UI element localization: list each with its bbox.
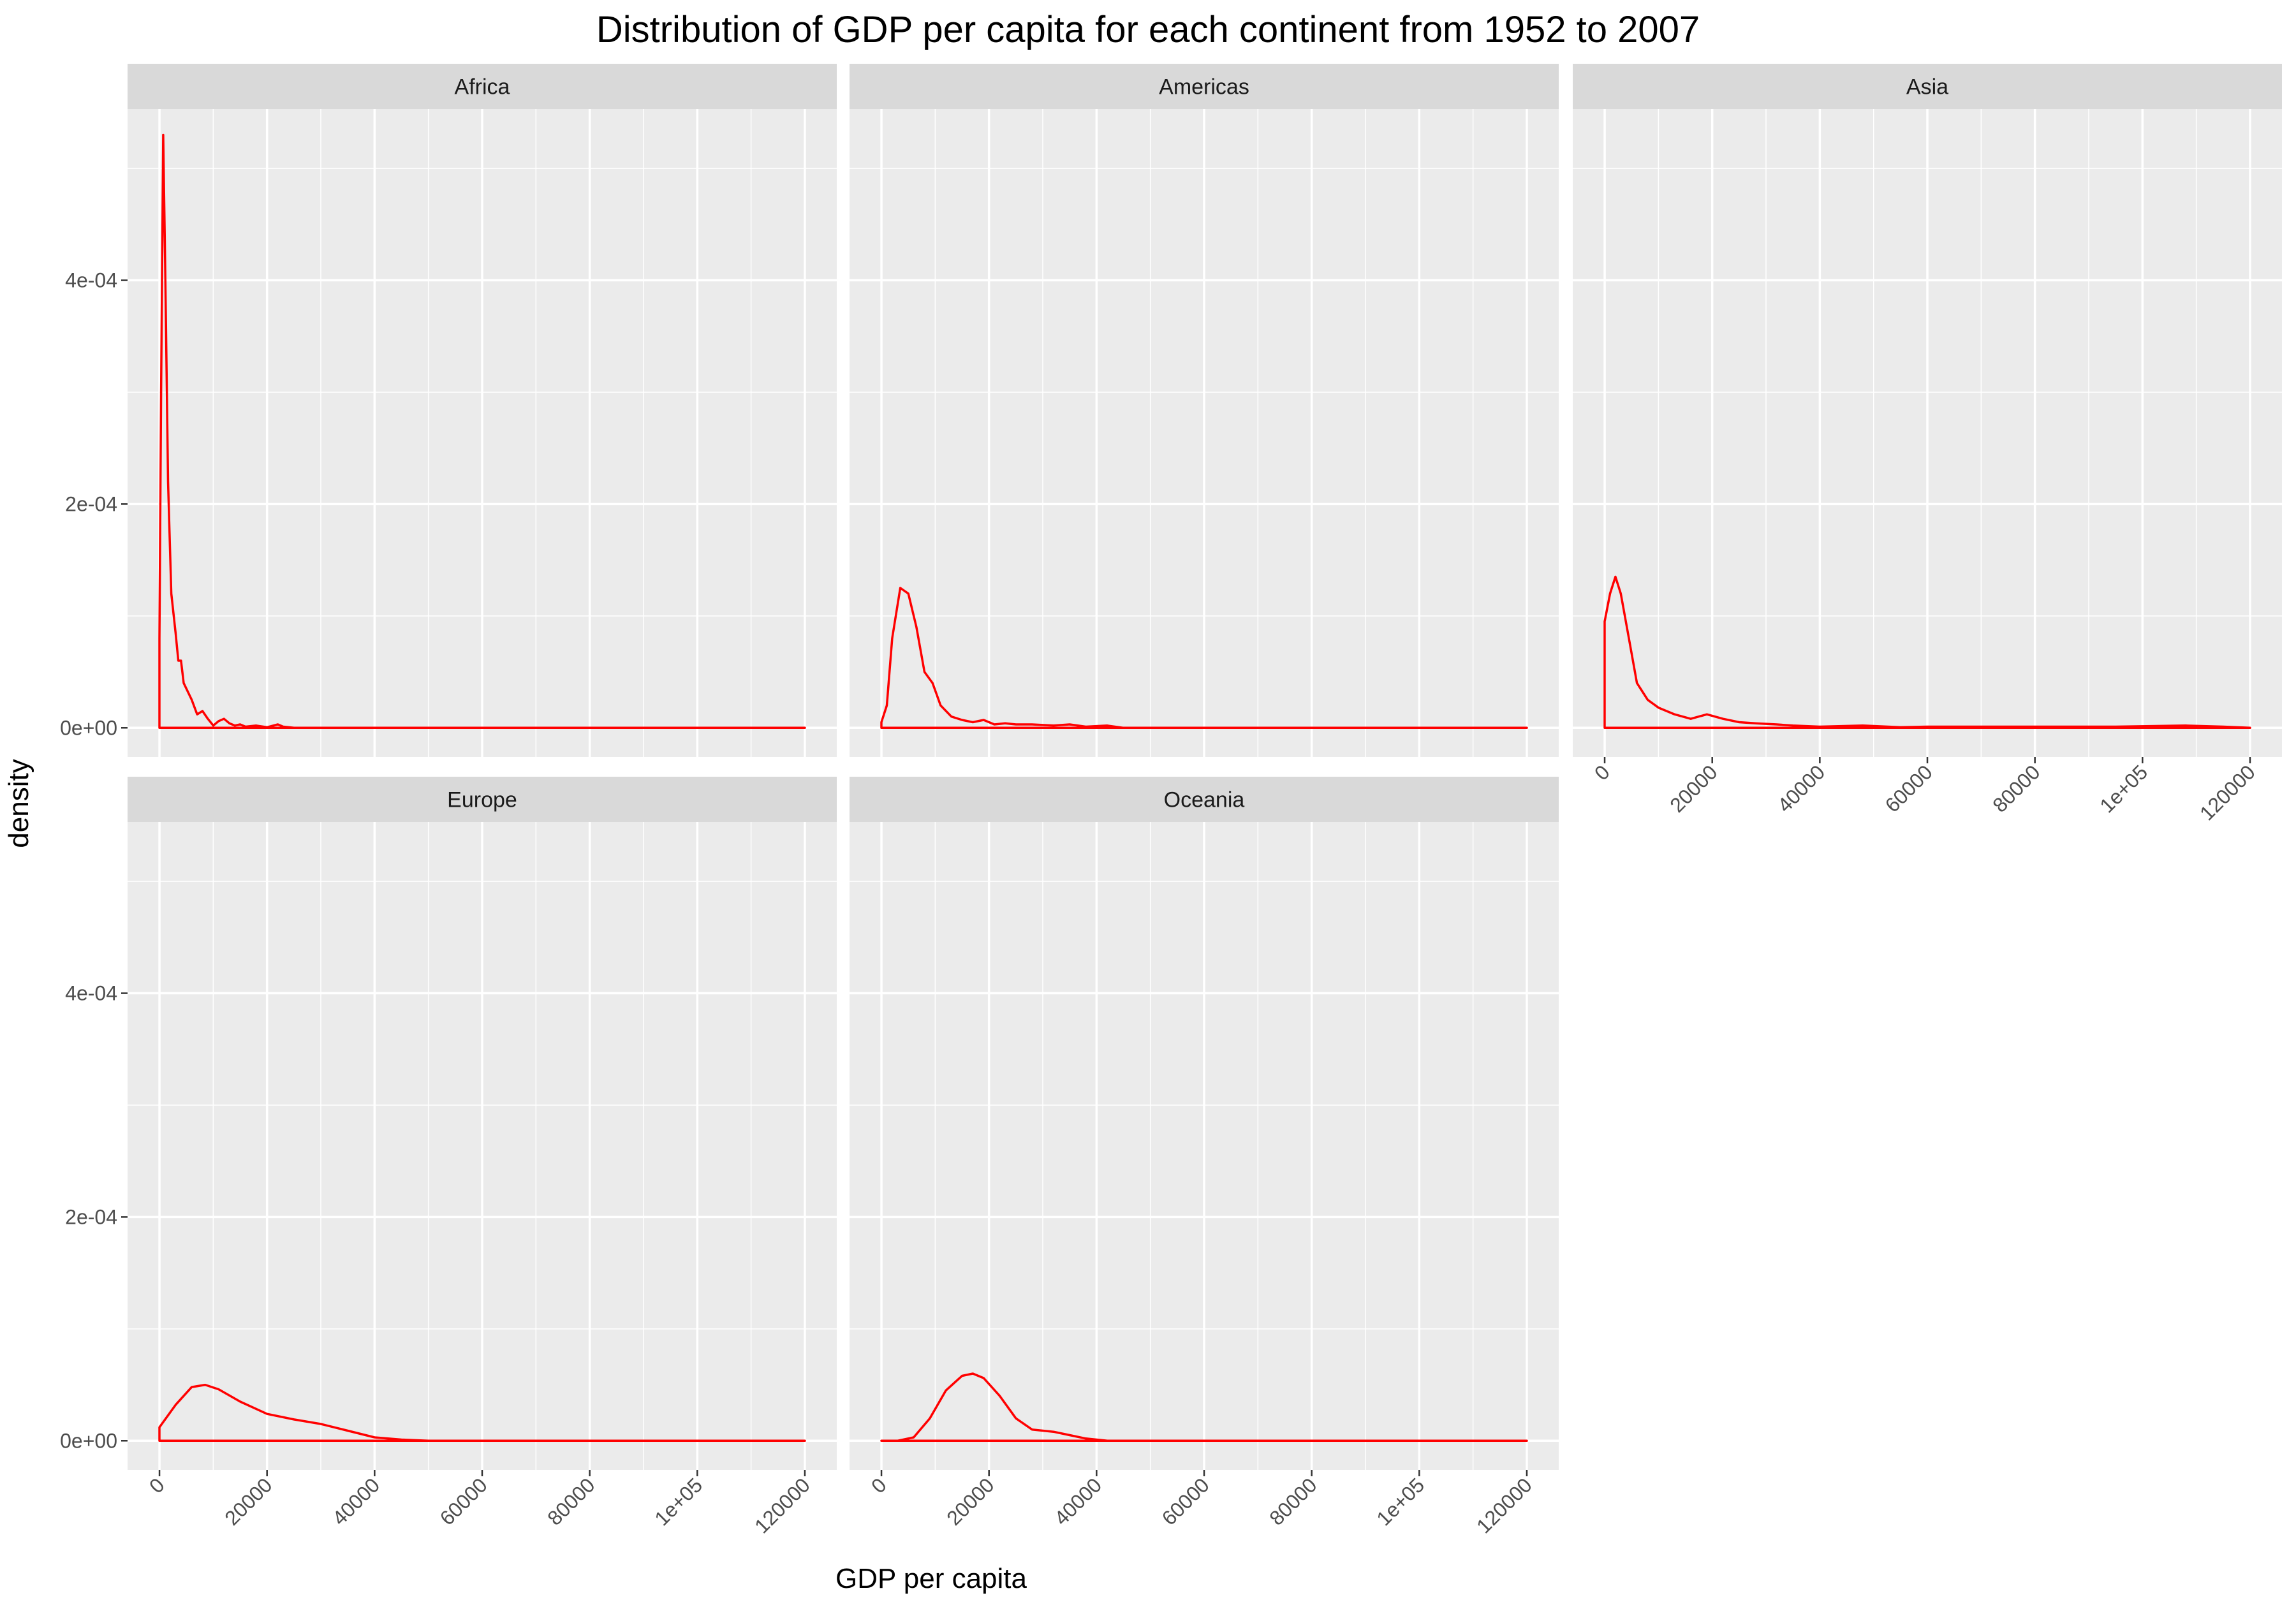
chart-title: Distribution of GDP per capita for each … — [596, 9, 1700, 50]
panel-africa: Africa 0e+00 2e-04 4e-04 — [60, 64, 837, 757]
x-tick-label: 60000 — [436, 1473, 492, 1529]
x-tick-label: 1e+05 — [650, 1473, 707, 1530]
x-tick-label: 40000 — [1773, 760, 1829, 816]
strip-label: Asia — [1906, 75, 1948, 99]
x-tick-label: 120000 — [2195, 760, 2260, 825]
strip-label: Oceania — [1164, 788, 1245, 812]
panel-americas: Americas — [850, 64, 1559, 757]
panel-asia: Asia 0 20000 40000 60000 80000 1e+05 120000 — [1573, 64, 2282, 825]
y-tick-label: 0e+00 — [60, 716, 117, 739]
x-tick-label: 20000 — [942, 1473, 998, 1529]
strip-background — [850, 64, 1559, 109]
density-curve-africa — [158, 133, 806, 730]
x-tick-label: 0 — [145, 1473, 169, 1497]
x-tick-label: 60000 — [1881, 760, 1937, 816]
y-tick-label: 4e-04 — [65, 982, 117, 1005]
y-axis-title: density — [3, 759, 34, 848]
y-tick-label: 0e+00 — [60, 1429, 117, 1452]
x-tick-label: 0 — [1590, 760, 1614, 784]
x-tick-label: 120000 — [750, 1473, 814, 1537]
y-tick-label: 4e-04 — [65, 269, 117, 292]
x-tick-label: 60000 — [1158, 1473, 1214, 1529]
density-curve-europe — [158, 1383, 806, 1442]
strip-label: Africa — [455, 75, 510, 99]
x-tick-label: 1e+05 — [1372, 1473, 1429, 1530]
x-tick-label: 1e+05 — [2095, 760, 2152, 817]
x-tick-label: 80000 — [1265, 1473, 1321, 1529]
strip-label: Europe — [447, 788, 517, 812]
strip-background — [850, 777, 1559, 822]
facet-panels: Africa 0e+00 2e-04 4e-04 Americas Asia 0 20000 4… — [60, 64, 2282, 1537]
density-curve-oceania — [880, 1372, 1528, 1442]
density-curve-americas — [880, 587, 1528, 730]
panel-europe: Europe 0e+00 2e-04 4e-04 0 20000 40000 60000 800… — [60, 777, 837, 1537]
x-tick-label: 80000 — [1988, 760, 2044, 816]
density-curve-asia — [1603, 575, 2251, 730]
x-tick-label: 40000 — [328, 1473, 384, 1529]
strip-background — [128, 64, 837, 109]
strip-background — [128, 777, 837, 822]
strip-label: Americas — [1159, 75, 1249, 99]
y-tick-label: 2e-04 — [65, 1205, 117, 1228]
x-axis-title: GDP per capita — [835, 1563, 1027, 1594]
x-tick-label: 120000 — [1472, 1473, 1536, 1537]
x-tick-label: 0 — [867, 1473, 891, 1497]
strip-background — [1573, 64, 2282, 109]
panel-oceania: Oceania 0 20000 40000 60000 80000 1e+05 120000 — [850, 777, 1559, 1537]
x-tick-label: 20000 — [1665, 760, 1721, 816]
x-tick-label: 80000 — [543, 1473, 599, 1529]
y-tick-label: 2e-04 — [65, 492, 117, 515]
x-tick-label: 40000 — [1050, 1473, 1106, 1529]
x-tick-label: 20000 — [220, 1473, 276, 1529]
